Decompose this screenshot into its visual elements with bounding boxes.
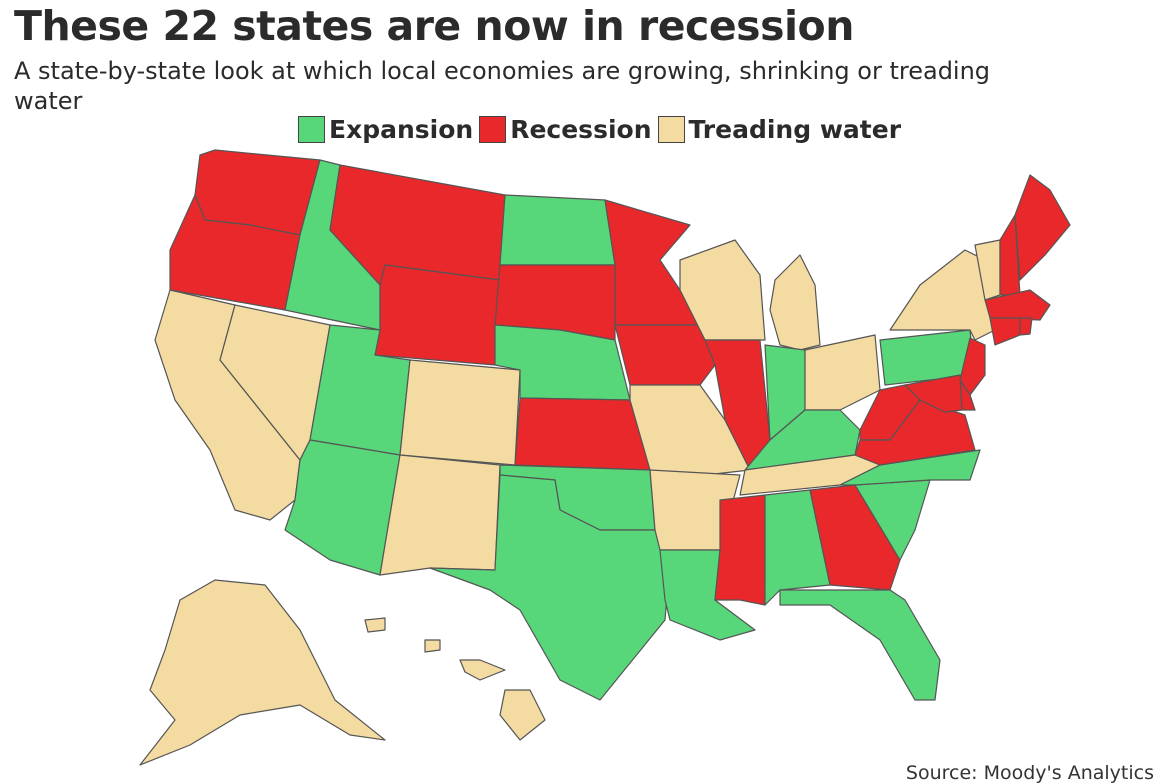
state-HI — [364, 617, 386, 633]
state-CO — [399, 359, 521, 466]
legend-label-expansion: Expansion — [329, 115, 474, 144]
map-subtitle: A state-by-state look at which local eco… — [14, 57, 991, 115]
legend-swatch-treading-water — [657, 116, 685, 143]
state-AZ — [284, 439, 401, 576]
state-NM — [379, 454, 501, 576]
state-HI-2 — [424, 639, 441, 653]
legend-label-treading-water: Treading water — [688, 115, 902, 144]
state-AL — [764, 489, 831, 606]
legend-item-recession: Recession — [479, 115, 652, 144]
state-WY — [374, 264, 501, 366]
state-MA — [984, 289, 1051, 321]
state-AK — [139, 579, 386, 766]
state-TX — [429, 474, 671, 701]
legend-swatch-expansion — [298, 116, 325, 143]
state-NJ — [959, 337, 986, 396]
state-MI — [769, 254, 821, 351]
state-MD — [904, 374, 963, 413]
us-states-map — [139, 149, 1071, 766]
state-ME — [1014, 174, 1071, 281]
legend: Expansion Recession Treading water — [298, 115, 907, 144]
source-note: Source: Moody's Analytics — [905, 762, 1154, 784]
map-title: These 22 states are now in recession — [14, 2, 854, 50]
state-OH — [804, 334, 881, 411]
state-HI-3 — [459, 659, 506, 681]
state-IA — [614, 324, 716, 386]
state-HI-4 — [499, 689, 546, 741]
legend-swatch-recession — [479, 116, 507, 143]
legend-item-expansion: Expansion — [298, 115, 473, 144]
state-CT — [989, 317, 1021, 346]
state-MS — [714, 494, 766, 606]
legend-label-recession: Recession — [510, 115, 652, 144]
state-GA — [809, 484, 901, 591]
state-ND — [499, 194, 616, 266]
state-KS — [514, 397, 651, 471]
state-FL — [779, 589, 941, 701]
state-RI — [1019, 317, 1033, 336]
state-WI — [679, 239, 766, 341]
legend-item-treading-water: Treading water — [657, 115, 902, 144]
